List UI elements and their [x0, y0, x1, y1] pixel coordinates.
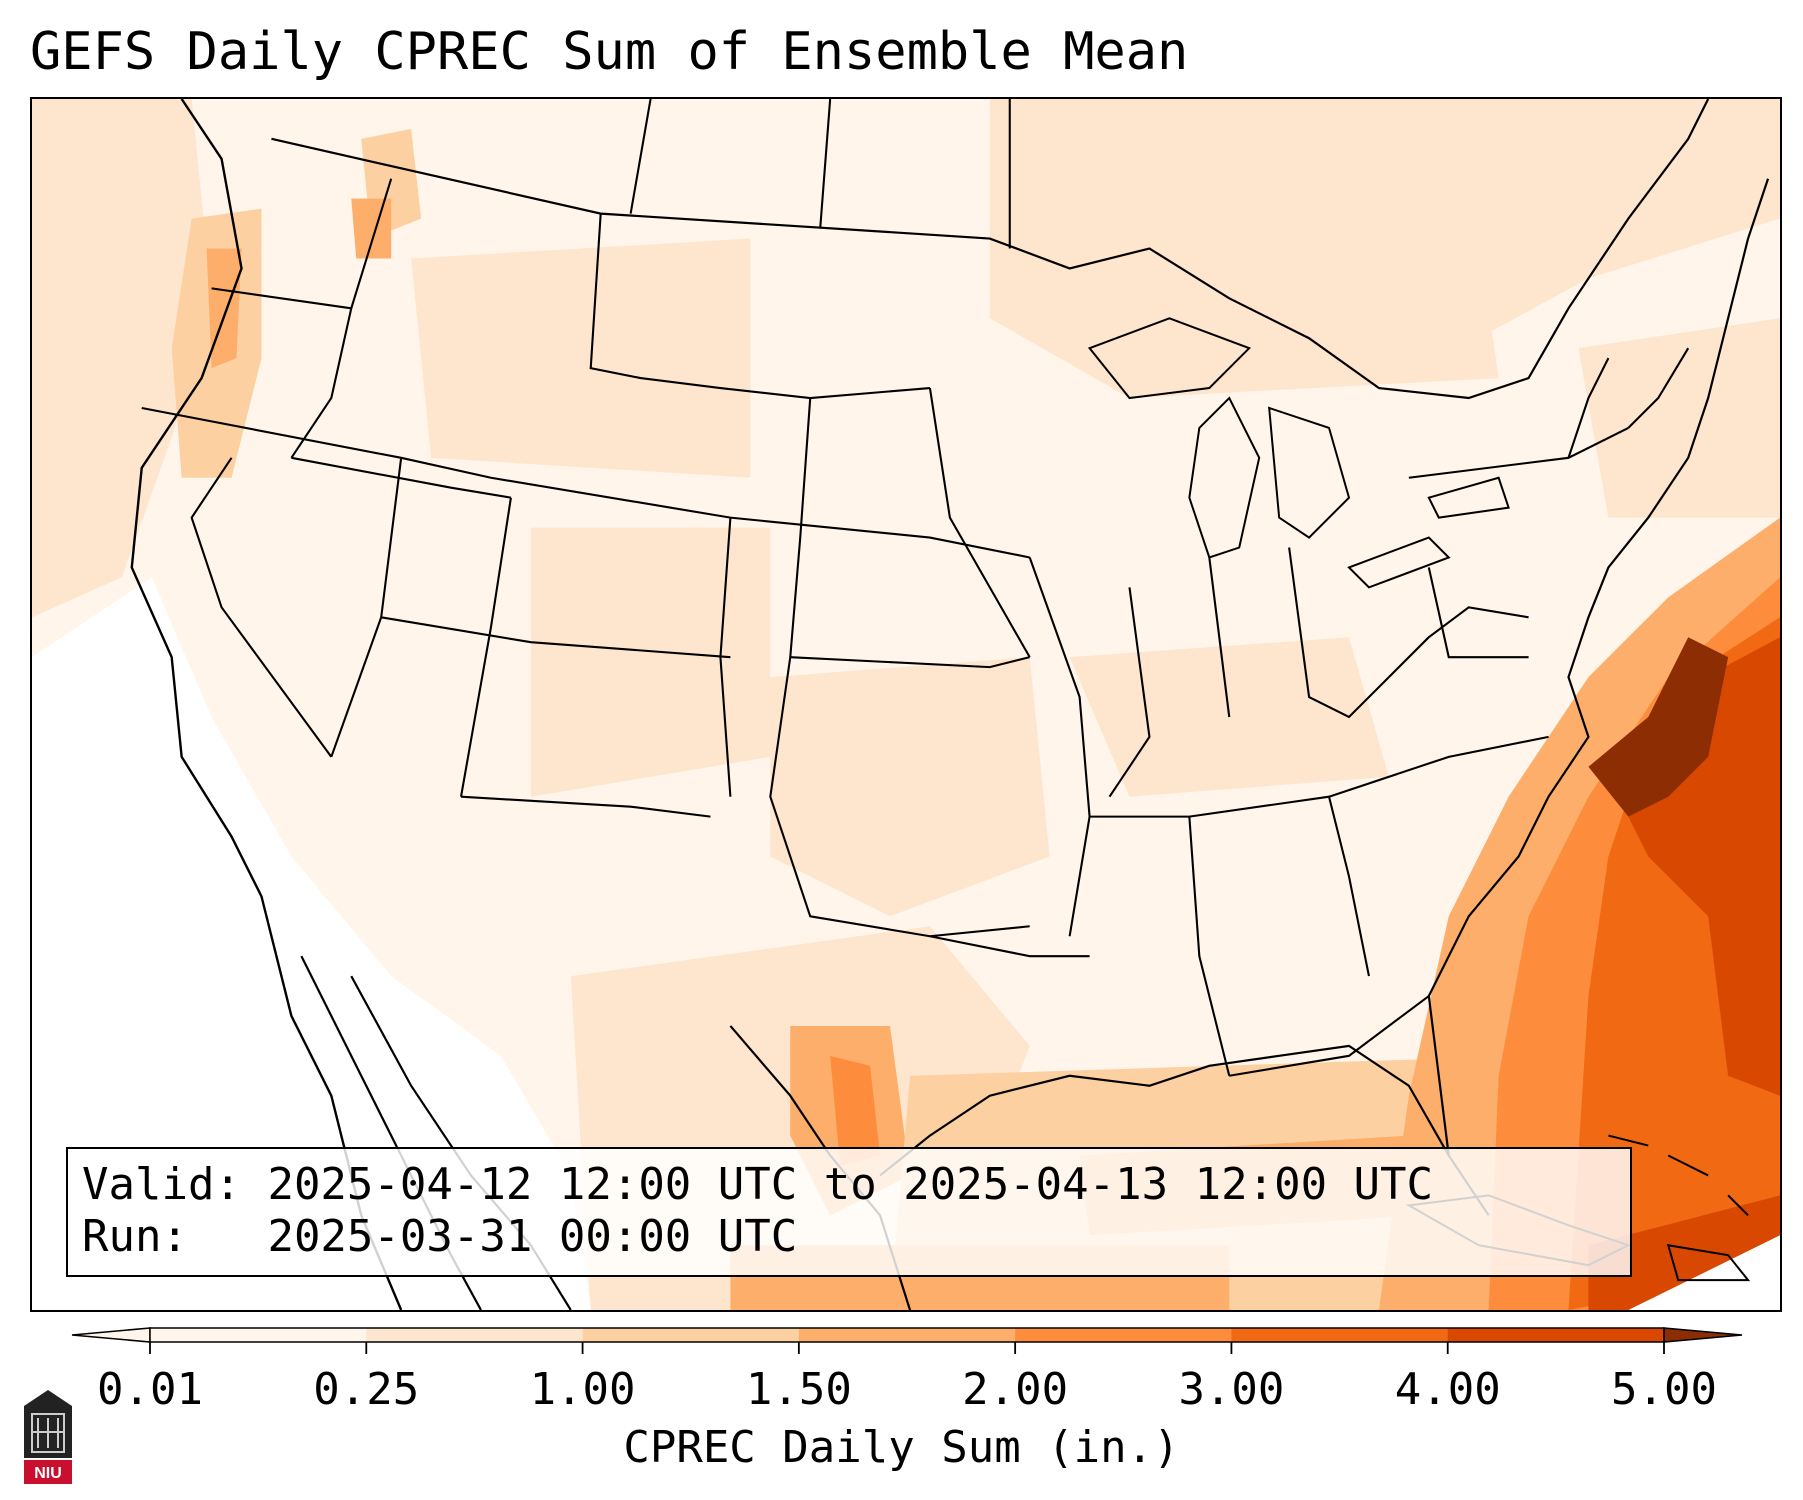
colorbar-tick-label: 3.00 — [1178, 1364, 1284, 1415]
colorbar-extend-high — [1663, 1327, 1743, 1343]
run-label: Run: — [82, 1211, 188, 1262]
map-frame[interactable] — [30, 97, 1782, 1312]
colorbar-segment — [150, 1328, 367, 1342]
svg-text:NIU: NIU — [34, 1465, 62, 1482]
colorbar-label: CPREC Daily Sum (in.) — [623, 1422, 1180, 1473]
colorbar-tick-label: 2.00 — [962, 1364, 1068, 1415]
colorbar-tick-label: 4.00 — [1395, 1364, 1501, 1415]
colorbar: 0.01 0.25 1.00 1.50 2.00 3.00 4.00 5.00 — [71, 1327, 1743, 1415]
run-line: Run: 2025-03-31 00:00 UTC — [82, 1211, 1616, 1263]
colorbar-segment — [366, 1328, 584, 1342]
colorbar-tick-label: 5.00 — [1611, 1364, 1717, 1415]
valid-line: Valid: 2025-04-12 12:00 UTC to 2025-04-1… — [82, 1159, 1616, 1211]
colorbar-extend-low — [71, 1327, 151, 1343]
run-value: 2025-03-31 00:00 UTC — [267, 1211, 798, 1262]
niu-logo: NIU — [24, 1390, 72, 1484]
valid-label: Valid: — [82, 1159, 241, 1210]
colorbar-segment — [1447, 1328, 1665, 1342]
colorbar-segments — [71, 1327, 1743, 1343]
colorbar-tick-label: 1.00 — [530, 1364, 636, 1415]
colorbar-segment — [798, 1328, 1016, 1342]
colorbar-segment — [1231, 1328, 1449, 1342]
colorbar-segment — [582, 1328, 800, 1342]
info-box: Valid: 2025-04-12 12:00 UTC to 2025-04-1… — [66, 1147, 1632, 1277]
colorbar-tick-label: 1.50 — [746, 1364, 852, 1415]
page-title: GEFS Daily CPREC Sum of Ensemble Mean — [30, 22, 1189, 82]
precipitation-map[interactable] — [32, 99, 1780, 1310]
colorbar-outline — [149, 1327, 1665, 1343]
valid-value: 2025-04-12 12:00 UTC to 2025-04-13 12:00… — [267, 1159, 1434, 1210]
colorbar-tick-label: 0.25 — [313, 1364, 419, 1415]
colorbar-ticks: 0.01 0.25 1.00 1.50 2.00 3.00 4.00 5.00 — [97, 1342, 1717, 1415]
colorbar-segment — [1015, 1328, 1232, 1342]
colorbar-tick-label: 0.01 — [97, 1364, 203, 1415]
